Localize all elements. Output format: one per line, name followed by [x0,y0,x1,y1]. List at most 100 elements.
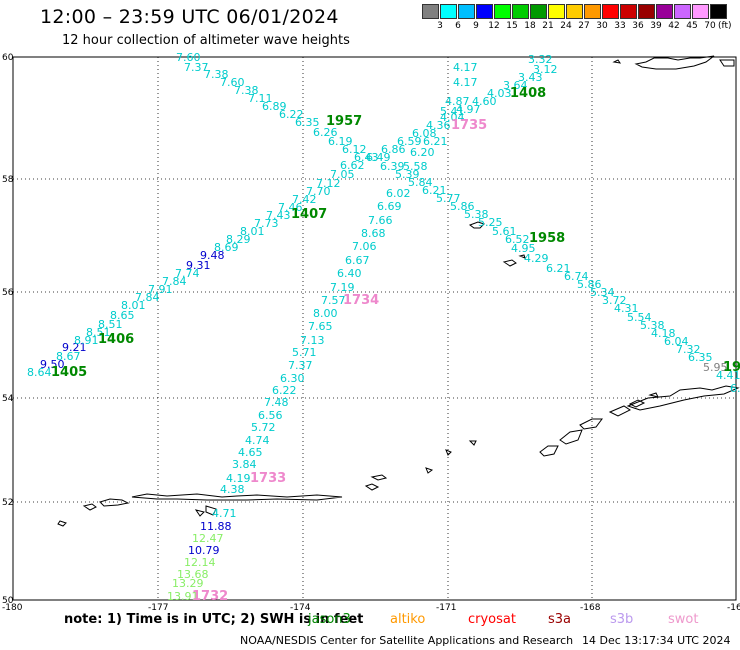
wave-height-value: 5.86 [450,200,475,213]
wave-height-value: 5.25 [478,216,503,229]
wave-height-value: 6.74 [564,270,589,283]
wave-height-value: 6.59 [397,135,422,148]
wave-height-value: 7.06 [352,240,377,253]
pass-time-label: 1733 [250,471,286,486]
wave-height-value: 8.00 [313,307,338,320]
credit-line: NOAA/NESDIS Center for Satellite Applica… [240,634,574,647]
wave-height-value: 4.17 [453,61,478,74]
wave-height-value: 4.38 [220,483,245,496]
wave-height-value: 6.49 [366,151,391,164]
wave-height-value: 7.74 [175,267,200,280]
color-swatch [656,4,673,19]
wave-height-value: 5.41 [440,105,465,118]
pribilof-islands [468,221,526,267]
color-swatch [674,4,691,19]
wave-height-value: 10.79 [188,544,220,557]
wave-height-value: 11.88 [200,520,232,533]
wave-height-value: 7.65 [308,320,333,333]
aleutian-islands-east [539,385,740,457]
color-swatch [602,4,619,19]
wave-height-value: 6.86 [381,143,406,156]
color-swatch [584,4,601,19]
color-legend-label: 6 [455,21,461,31]
wave-height-value: 5.34 [590,286,615,299]
wave-height-value: 9.48 [200,249,225,262]
wave-height-value: 7.84 [162,275,187,288]
latitude-label: 60 [2,53,14,63]
wave-height-value: 4.19 [226,472,251,485]
wave-height-value: 6.35 [688,351,713,364]
wave-height-value: 4.60 [472,95,497,108]
wave-height-value: 6.40 [337,267,362,280]
wave-height-value: 6.19 [328,135,353,148]
color-legend-label: 70 [704,21,716,31]
wave-height-value: 4.74 [245,434,270,447]
latitude-label: 50 [2,596,14,606]
wave-height-value: 6.08 [412,127,437,140]
wave-height-value: 6.22 [272,384,297,397]
color-swatch [620,4,637,19]
wave-height-value: 3.32 [528,53,553,66]
color-legend-label: 3 [437,21,443,31]
pass-time-label: 1405 [51,365,87,380]
wave-height-value: 4.18 [651,327,676,340]
wave-height-value: 6.30 [280,372,305,385]
color-swatch [566,4,583,19]
wave-height-value: 13.91 [167,590,199,603]
wave-height-value: 3.72 [602,294,627,307]
wave-height-value: 7.13 [300,334,325,347]
pass-time-label: 1408 [510,86,546,101]
wave-height-value: 7.19 [330,281,355,294]
satellite-name-s3a: s3a [548,612,572,627]
wave-height-value: 6.21 [423,135,448,148]
color-legend-label: 24 [560,21,572,31]
wave-height-value: 5.84 [408,176,433,189]
wave-height-value: 8.67 [56,350,81,363]
wave-height-value: 4.97 [456,103,481,116]
wave-height-value: 5.38 [464,208,489,221]
pass-time-label: 1957 [326,114,362,129]
color-swatch [512,4,529,19]
color-swatch [422,4,439,19]
wave-height-value: 8.29 [226,233,251,246]
wave-height-value: 9.31 [186,259,211,272]
color-legend: 3 6 9 12 15 18 21 24 27 30 33 36 39 42 45 70 (ft) [422,4,732,34]
longitude-label: -174 [290,603,311,613]
latitude-label: 54 [2,394,14,404]
wave-height-value: 3.84 [232,458,257,471]
color-swatch [710,4,727,19]
wave-height-value: 6.56 [258,409,283,422]
wave-height-value: 4.17 [453,76,478,89]
wave-height-value: 6.67 [345,254,370,267]
longitude-label: -16 [727,603,740,613]
wave-height-value: 5.71 [292,346,317,359]
color-legend-label: 30 [596,21,608,31]
wave-height-value: 7.48 [264,396,289,409]
longitude-label: -177 [148,603,168,613]
wave-height-value: 7.38 [204,68,229,81]
wave-height-value: 7.32 [676,343,701,356]
color-legend-label: 36 [632,21,644,31]
pass-time-label: 1735 [451,118,487,133]
satellite-name-swot: swot [668,612,699,627]
latitude-label: 58 [2,175,14,185]
longitude-label: -171 [436,603,456,613]
color-swatch [638,4,655,19]
color-legend-label: 42 [668,21,680,31]
wave-height-value: 4.41 [716,369,740,382]
wave-height-value: 13.68 [177,568,209,581]
wave-height-value: 4.95 [511,242,536,255]
wave-height-value: 7.38 [234,84,259,97]
pass-time-label: 1958 [529,231,565,246]
wave-height-value: 7.43 [266,209,291,222]
page-subtitle: 12 hour collection of altimeter wave hei… [62,33,350,48]
color-swatch [548,4,565,19]
map-frame [12,56,737,601]
color-legend-unit: (ft) [718,21,732,31]
wave-height-value: 4.65 [238,446,263,459]
wave-height-value: 6.89 [262,100,287,113]
wave-height-value: 7.70 [306,185,331,198]
alaska-mainland [634,55,735,70]
wave-height-value: 6.12 [342,143,367,156]
